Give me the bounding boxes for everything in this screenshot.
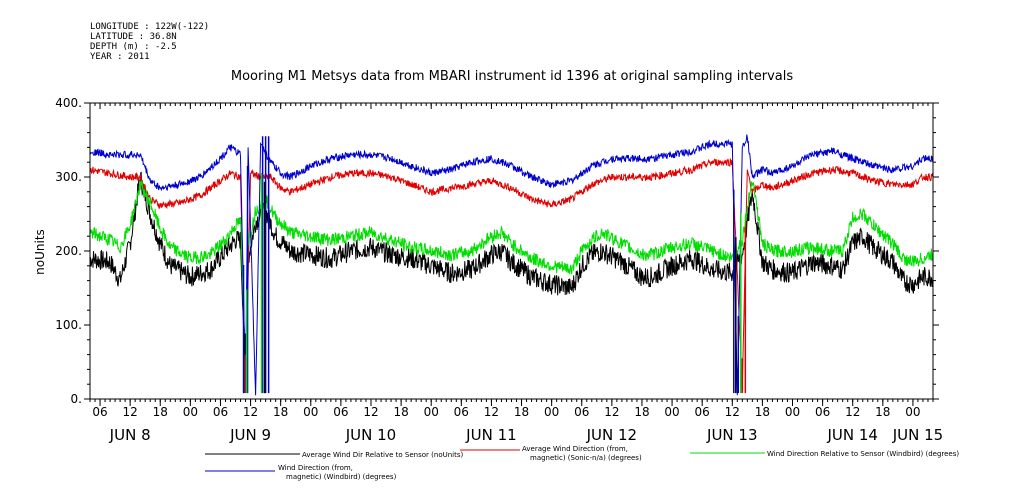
x-tick-label: 00 — [183, 405, 198, 419]
x-tick-label: 00 — [664, 405, 679, 419]
x-tick-label: 12 — [725, 405, 740, 419]
latitude-text: LATITUDE : 36.8N — [90, 32, 177, 42]
legend-label: Average Wind Dir Relative to Sensor (noU… — [302, 451, 463, 459]
x-tick-label: 12 — [484, 405, 499, 419]
x-day-label: JUN 15 — [892, 426, 943, 444]
longitude-text: LONGITUDE : 122W(-122) — [90, 22, 210, 32]
x-tick-label: 00 — [785, 405, 800, 419]
x-tick-label: 06 — [574, 405, 589, 419]
x-tick-label: 18 — [273, 405, 288, 419]
series-line — [89, 157, 934, 388]
x-tick-label: 06 — [92, 405, 107, 419]
x-tick-label: 00 — [424, 405, 439, 419]
x-tick-label: 12 — [243, 405, 258, 419]
legend-label: Wind Direction Relative to Sensor (Windb… — [767, 450, 959, 458]
x-day-label: JUN 10 — [345, 426, 396, 444]
chart-title: Mooring M1 Metsys data from MBARI instru… — [231, 69, 793, 84]
x-tick-label: 00 — [303, 405, 318, 419]
x-tick-label: 12 — [123, 405, 138, 419]
y-tick-label: 300. — [55, 170, 82, 184]
x-day-label: JUN 12 — [586, 426, 637, 444]
y-axis-label: noUnits — [33, 229, 47, 275]
legend-label: Average Wind Direction (from, — [522, 445, 628, 453]
x-tick-label: 12 — [363, 405, 378, 419]
x-tick-label: 06 — [454, 405, 469, 419]
x-tick-label: 18 — [875, 405, 890, 419]
x-tick-label: 06 — [333, 405, 348, 419]
y-tick-label: 200. — [55, 244, 82, 258]
ticks-layer: 06 12 18 00 06 12 18 00 06 12 18 00 06 12 18 00 06 12 18 00… — [55, 96, 943, 444]
x-tick-label: 18 — [153, 405, 168, 419]
x-tick-label: 12 — [845, 405, 860, 419]
x-day-label: JUN 14 — [826, 426, 877, 444]
x-tick-label: 18 — [393, 405, 408, 419]
legend: Average Wind Dir Relative to Sensor (noU… — [205, 445, 959, 481]
depth-text: DEPTH (m) : -2.5 — [90, 42, 177, 52]
y-tick-label: 400. — [55, 96, 82, 110]
y-tick-label: 0. — [71, 392, 82, 406]
legend-label: Wind Direction (from, — [278, 464, 353, 472]
series-line — [89, 134, 934, 396]
series-layer — [89, 134, 934, 396]
x-tick-label: 06 — [695, 405, 710, 419]
x-day-label: JUN 11 — [465, 426, 516, 444]
x-day-label: JUN 9 — [229, 426, 271, 444]
plot-frame — [89, 102, 934, 400]
mooring-metadata: LONGITUDE : 122W(-122) LATITUDE : 36.8N … — [90, 22, 209, 62]
legend-label: magnetic) (Windbird) (degrees) — [286, 473, 397, 481]
x-tick-label: 00 — [544, 405, 559, 419]
series-line — [89, 171, 934, 377]
series-line — [89, 180, 934, 370]
x-day-label: JUN 13 — [706, 426, 757, 444]
x-tick-label: 18 — [755, 405, 770, 419]
year-text: YEAR : 2011 — [90, 52, 150, 62]
x-tick-label: 18 — [514, 405, 529, 419]
x-tick-label: 12 — [604, 405, 619, 419]
legend-label: magnetic) (Sonic-n/a) (degrees) — [530, 454, 642, 462]
y-tick-label: 100. — [55, 318, 82, 332]
x-tick-label: 18 — [634, 405, 649, 419]
x-day-label: JUN 8 — [109, 426, 151, 444]
x-tick-label: 00 — [905, 405, 920, 419]
x-tick-label: 06 — [815, 405, 830, 419]
x-tick-label: 06 — [213, 405, 228, 419]
